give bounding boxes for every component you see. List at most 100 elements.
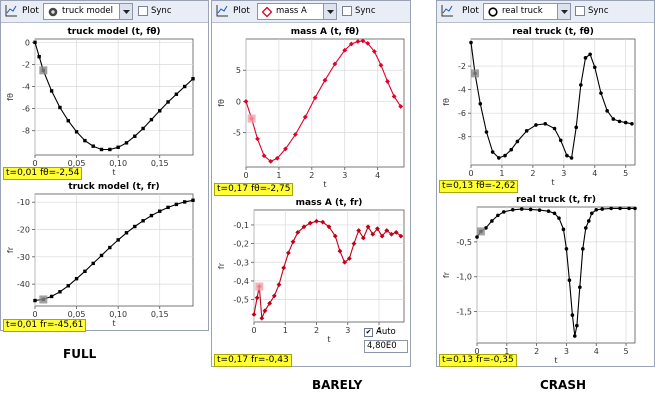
- sync-checkbox[interactable]: [138, 6, 148, 16]
- data-point: [546, 209, 551, 213]
- y-axis-label: fr: [217, 262, 226, 269]
- plot-area: [34, 193, 194, 307]
- data-point: [116, 238, 120, 242]
- tick-label-y: -2: [22, 60, 30, 69]
- data-point: [182, 84, 187, 89]
- data-point: [469, 40, 473, 45]
- data-point: [572, 334, 577, 338]
- chevron-down-icon[interactable]: [557, 4, 570, 19]
- tick-label-x: 0: [243, 171, 248, 180]
- tick-label-x: 5: [624, 347, 629, 356]
- data-point: [174, 202, 179, 207]
- data-point: [391, 94, 397, 99]
- data-point: [490, 150, 495, 154]
- tick-label-x: 4: [376, 326, 381, 335]
- auto-value-field[interactable]: 4,80E0: [364, 340, 408, 353]
- chart-real-truck-ftheta: real truck (t, fθ) 0 1 2 3 4 5 -2 -4 -6 -8 t fθ: [442, 27, 636, 187]
- data-point: [496, 213, 500, 218]
- x-axis-label: t: [327, 335, 330, 344]
- data-point: [558, 138, 563, 143]
- data-point: [524, 129, 529, 133]
- data-point: [592, 65, 597, 70]
- sync-label: Sync: [588, 6, 609, 16]
- plot-label: Plot: [22, 6, 39, 16]
- model-select-value: truck model: [62, 6, 113, 16]
- y-axis-label: fr: [442, 271, 451, 278]
- auto-label: Auto: [376, 327, 396, 337]
- data-point: [537, 208, 542, 212]
- data-point: [99, 147, 104, 152]
- x-axis-label: t: [554, 356, 557, 365]
- y-axis-label: fθ: [6, 93, 15, 101]
- data-point: [484, 130, 489, 134]
- tick-label-x: 2: [309, 171, 314, 180]
- tick-label-x: 0,05: [68, 159, 86, 168]
- data-point: [182, 200, 187, 204]
- data-point: [475, 235, 479, 239]
- plot-icon: [5, 5, 17, 17]
- tick-label-y: -1,0: [456, 273, 472, 282]
- tick-label-y: 5: [236, 66, 241, 75]
- tick-label-x: 2: [314, 326, 319, 335]
- plot-icon: [216, 5, 228, 17]
- series-line: [245, 40, 402, 163]
- x-axis-label: t: [112, 168, 115, 177]
- tick-label-y: -1,5: [456, 308, 472, 317]
- data-point: [528, 207, 533, 212]
- data-point: [99, 253, 104, 258]
- data-point: [497, 156, 501, 160]
- model-select[interactable]: real truck: [483, 3, 571, 20]
- tick-label-x: 2: [530, 169, 535, 178]
- tick-label-x: 1: [499, 169, 504, 178]
- tick-label-x: 3: [561, 169, 566, 178]
- tick-label-y: -30: [17, 253, 30, 262]
- cursor-marker: [255, 282, 264, 291]
- tick-label-y: -10: [17, 198, 30, 207]
- data-point: [502, 210, 506, 214]
- auto-checkbox[interactable]: ✔: [364, 328, 373, 337]
- data-point: [58, 290, 62, 294]
- data-point: [594, 207, 599, 212]
- tick-label-x: 0,15: [151, 159, 169, 168]
- data-point: [108, 245, 112, 250]
- plot-area: [470, 38, 636, 166]
- model-select[interactable]: truck model: [43, 3, 133, 20]
- cursor-readout: t=0,13 fr=-0,35: [439, 354, 517, 367]
- chart-truck-model-fr: truck model (t, fr) 0 0,05 0,10 0,15 -10 -20 -3…: [6, 182, 195, 328]
- data-point: [565, 153, 569, 158]
- chart-title: mass A (t, fr): [296, 198, 363, 208]
- data-point: [609, 206, 613, 211]
- model-select[interactable]: mass A: [257, 3, 337, 20]
- data-point: [630, 121, 634, 126]
- data-point: [158, 209, 162, 213]
- data-point: [552, 211, 557, 216]
- data-point: [274, 155, 280, 161]
- sync-checkbox[interactable]: [342, 6, 352, 16]
- data-point: [583, 56, 588, 60]
- plot-label: Plot: [233, 6, 250, 16]
- cursor-marker: [247, 114, 256, 123]
- data-point: [509, 147, 514, 152]
- data-point: [534, 123, 538, 127]
- data-point: [74, 130, 79, 134]
- data-point: [58, 105, 62, 110]
- tick-label-x: 4: [592, 169, 597, 178]
- tick-label-y: -6: [22, 105, 30, 114]
- tick-label-y: -0,5: [456, 238, 472, 247]
- tick-label-y: -0,4: [233, 277, 249, 286]
- data-point: [575, 323, 579, 328]
- data-point: [49, 89, 54, 93]
- sync-checkbox[interactable]: [575, 6, 585, 16]
- tick-label-y: -0,3: [233, 258, 249, 267]
- tick-label-y: 0: [236, 97, 241, 106]
- tick-label-x: 0,15: [151, 310, 169, 319]
- plot-icon: [441, 5, 453, 17]
- cursor-readout: t=0,01 fθ=-2,54: [3, 167, 83, 180]
- chevron-down-icon[interactable]: [119, 4, 132, 19]
- data-point: [588, 52, 592, 57]
- chevron-down-icon[interactable]: [323, 4, 336, 19]
- data-point: [166, 205, 170, 210]
- chart-title: truck model (t, fθ): [67, 27, 160, 37]
- plot-panel-real-truck: Plot real truck Sync real truck (t, fθ) 0…: [436, 0, 655, 367]
- data-point: [271, 293, 277, 299]
